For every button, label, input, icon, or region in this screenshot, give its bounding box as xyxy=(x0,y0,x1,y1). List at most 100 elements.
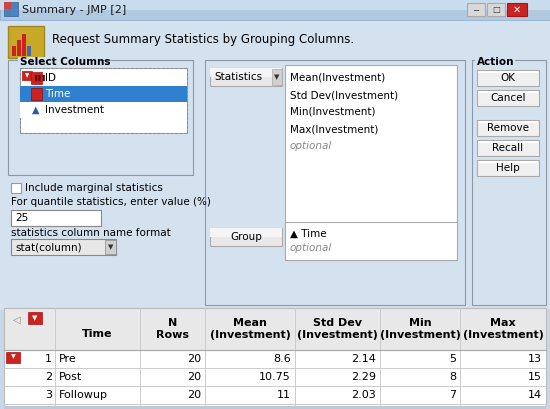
Text: For quantile statistics, enter value (%): For quantile statistics, enter value (%) xyxy=(11,197,211,207)
Text: 8.6: 8.6 xyxy=(273,354,291,364)
Text: Followup: Followup xyxy=(59,390,108,400)
Text: 11: 11 xyxy=(277,390,291,400)
Bar xyxy=(475,57,515,65)
Text: Request Summary Statistics by Grouping Columns.: Request Summary Statistics by Grouping C… xyxy=(52,34,354,47)
Bar xyxy=(28,312,42,324)
Text: ─: ─ xyxy=(474,5,478,14)
Bar xyxy=(210,228,282,246)
Text: Rows: Rows xyxy=(156,330,189,340)
Bar xyxy=(477,160,539,176)
Text: Max: Max xyxy=(490,318,516,328)
Text: 20: 20 xyxy=(187,390,201,400)
Text: Help: Help xyxy=(496,163,520,173)
Text: 2: 2 xyxy=(45,372,52,382)
Text: 13: 13 xyxy=(528,354,542,364)
Text: Recall: Recall xyxy=(492,143,524,153)
Bar xyxy=(477,70,539,86)
Bar xyxy=(27,46,31,56)
Text: Remove: Remove xyxy=(487,123,529,133)
Bar xyxy=(478,121,538,123)
Text: 2.03: 2.03 xyxy=(351,390,376,400)
Bar xyxy=(477,90,539,106)
Bar xyxy=(20,102,187,118)
Bar xyxy=(31,72,42,84)
Bar xyxy=(210,228,282,237)
Text: Investment: Investment xyxy=(45,105,104,115)
Bar xyxy=(478,71,538,73)
Bar xyxy=(210,68,282,77)
Text: Std Dev: Std Dev xyxy=(313,318,362,328)
Bar xyxy=(210,68,282,86)
Bar xyxy=(478,141,538,143)
Bar xyxy=(17,40,21,56)
Bar xyxy=(472,60,546,305)
Bar xyxy=(105,240,116,254)
Text: Time: Time xyxy=(45,89,70,99)
Text: 20: 20 xyxy=(187,354,201,364)
Bar xyxy=(477,140,539,156)
Bar xyxy=(285,65,457,250)
Bar xyxy=(8,26,44,58)
Bar xyxy=(272,69,282,85)
Bar xyxy=(4,406,546,409)
Text: 1: 1 xyxy=(45,354,52,364)
Text: 5: 5 xyxy=(449,354,456,364)
Text: 10.75: 10.75 xyxy=(259,372,291,382)
Bar xyxy=(0,0,550,10)
Text: N: N xyxy=(168,318,177,328)
Text: 3: 3 xyxy=(45,390,52,400)
Text: Mean(Investment): Mean(Investment) xyxy=(290,73,385,83)
Text: Include marginal statistics: Include marginal statistics xyxy=(25,183,163,193)
Text: (Investment): (Investment) xyxy=(297,330,378,340)
Text: ▼: ▼ xyxy=(108,244,113,250)
Text: optional: optional xyxy=(290,141,332,151)
Text: 8: 8 xyxy=(449,372,456,382)
Text: Select Columns: Select Columns xyxy=(20,57,111,67)
Text: ID: ID xyxy=(45,73,56,83)
Text: statistics column name format: statistics column name format xyxy=(11,228,170,238)
Text: Max(Investment): Max(Investment) xyxy=(290,124,378,134)
Text: 25: 25 xyxy=(15,213,28,223)
Text: Statistics: Statistics xyxy=(214,72,262,82)
Bar xyxy=(478,161,538,163)
Bar xyxy=(22,34,26,56)
Text: ▼: ▼ xyxy=(274,74,280,80)
Text: Mean: Mean xyxy=(233,318,267,328)
Text: ◁: ◁ xyxy=(13,315,21,325)
Text: Cancel: Cancel xyxy=(490,93,526,103)
Bar xyxy=(487,3,505,16)
Text: optional: optional xyxy=(290,243,332,253)
Text: Post: Post xyxy=(59,372,82,382)
Bar xyxy=(4,308,546,350)
Bar xyxy=(478,91,538,93)
Bar xyxy=(467,3,485,16)
Text: Summary - JMP [2]: Summary - JMP [2] xyxy=(22,5,126,15)
Bar xyxy=(205,60,465,305)
Text: ▲: ▲ xyxy=(32,105,40,115)
Text: Group: Group xyxy=(230,232,262,242)
Text: 7: 7 xyxy=(449,390,456,400)
Bar xyxy=(20,86,187,102)
Bar xyxy=(6,352,20,363)
Text: ▐▐▐: ▐▐▐ xyxy=(33,75,46,81)
Text: Std Dev(Investment): Std Dev(Investment) xyxy=(290,90,398,100)
Text: Action: Action xyxy=(477,57,514,67)
Bar xyxy=(8,60,193,175)
Text: 2.14: 2.14 xyxy=(351,354,376,364)
Bar xyxy=(477,120,539,136)
Text: Min(Investment): Min(Investment) xyxy=(290,107,376,117)
Bar xyxy=(12,46,16,56)
Bar xyxy=(11,183,21,193)
Bar xyxy=(11,210,101,226)
Bar xyxy=(507,3,527,16)
Text: (Investment): (Investment) xyxy=(379,330,460,340)
Text: 2.29: 2.29 xyxy=(351,372,376,382)
Bar xyxy=(4,2,18,16)
Text: Time: Time xyxy=(82,329,113,339)
Text: 20: 20 xyxy=(187,372,201,382)
Bar xyxy=(18,57,100,65)
Bar xyxy=(20,68,187,133)
Bar xyxy=(4,2,11,9)
Bar xyxy=(0,0,550,20)
Text: ▲ Time: ▲ Time xyxy=(290,229,327,239)
